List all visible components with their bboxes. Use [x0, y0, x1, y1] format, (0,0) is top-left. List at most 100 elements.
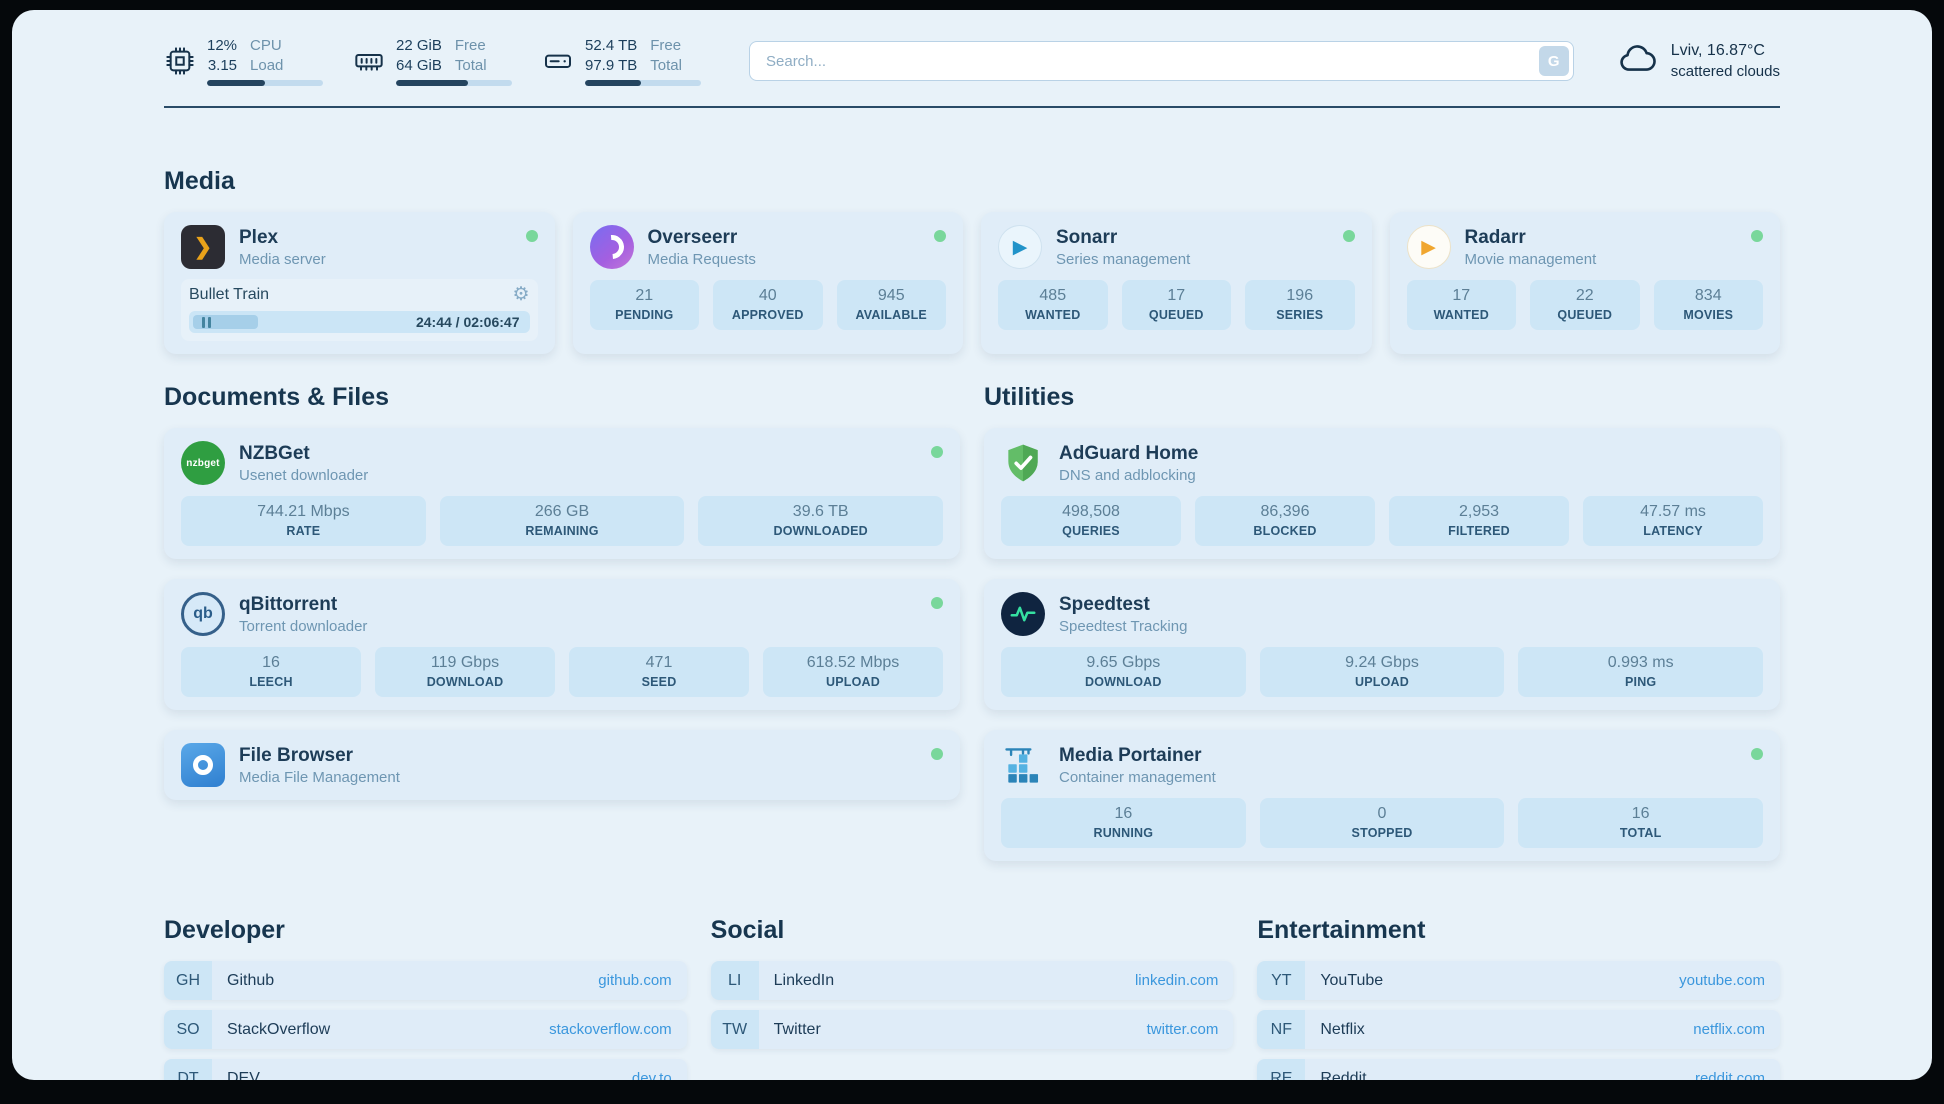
memory-ram-icon — [353, 45, 385, 77]
stat-latency: 47.57 ms LATENCY — [1583, 496, 1763, 546]
memory-free-label: Free — [454, 37, 486, 54]
section-title-media: Media — [164, 167, 235, 195]
pause-icon — [202, 316, 205, 328]
bookmark-stackoverflow[interactable]: SO StackOverflow stackoverflow.com — [164, 1010, 687, 1049]
playback-time: 24:44 / 02:06:47 — [415, 314, 520, 330]
header-divider — [164, 106, 1780, 108]
playback-progress-bar[interactable]: 24:44 / 02:06:47 — [189, 311, 530, 333]
service-subtitle: Usenet downloader — [239, 466, 369, 484]
stat-queued: 22 QUEUED — [1530, 280, 1640, 330]
pause-button[interactable] — [193, 315, 258, 329]
service-title: Media Portainer — [1059, 744, 1202, 766]
plex-now-playing: Bullet Train ⚙ 24:44 / 02:06:47 — [181, 279, 538, 341]
stat-blocked: 86,396 BLOCKED — [1195, 496, 1375, 546]
speedtest-icon — [1001, 592, 1045, 636]
bookmark-name: YouTube — [1320, 971, 1384, 989]
disk-free-label: Free — [650, 37, 682, 54]
bookmark-github[interactable]: GH Github github.com — [164, 961, 687, 1000]
status-dot — [934, 230, 946, 242]
service-subtitle: Torrent downloader — [239, 617, 368, 635]
cpu-usage-value: 12% — [207, 37, 238, 54]
service-card-portainer[interactable]: Media Portainer Container management 16 … — [984, 730, 1780, 861]
stat-queued: 17 QUEUED — [1121, 280, 1231, 330]
service-card-nzbget[interactable]: nzbget NZBGet Usenet downloader 744.21 M… — [164, 428, 960, 559]
service-card-filebrowser[interactable]: File Browser Media File Management — [164, 730, 960, 800]
bookmark-url: dev.to — [631, 1070, 672, 1080]
service-card-plex[interactable]: ❯ Plex Media server Bullet Train ⚙ — [164, 212, 555, 354]
service-subtitle: Series management — [1056, 250, 1191, 268]
search-input[interactable] — [749, 41, 1574, 81]
bookmark-name: Netflix — [1320, 1020, 1365, 1038]
memory-progress-bar — [396, 80, 512, 86]
stat-movies: 834 MOVIES — [1653, 280, 1763, 330]
bookmark-url: github.com — [598, 972, 672, 989]
service-subtitle: DNS and adblocking — [1059, 466, 1196, 484]
service-title: Speedtest — [1059, 593, 1150, 615]
cpu-progress-fill — [207, 80, 265, 86]
service-card-qbittorrent[interactable]: qb qBittorrent Torrent downloader 16 LEE… — [164, 579, 960, 710]
service-subtitle: Speedtest Tracking — [1059, 617, 1188, 635]
status-dot — [1342, 230, 1355, 242]
service-title: NZBGet — [239, 442, 310, 464]
service-title: File Browser — [239, 744, 354, 766]
stat-series: 196 SERIES — [1245, 280, 1355, 330]
status-dot — [931, 748, 943, 760]
portainer-crane-icon — [1001, 743, 1045, 787]
stat-filtered: 2,953 FILTERED — [1389, 496, 1569, 546]
service-card-overseerr[interactable]: Overseerr Media Requests 21 PENDING 40 A… — [572, 212, 963, 354]
radarr-icon: ▶ — [1406, 225, 1451, 269]
google-search-button[interactable]: G — [1538, 46, 1569, 76]
cloud-icon — [1616, 38, 1658, 85]
stat-wanted: 485 WANTED — [998, 280, 1108, 330]
service-subtitle: Movie management — [1464, 250, 1597, 268]
bookmark-name: LinkedIn — [773, 971, 835, 989]
service-card-radarr[interactable]: ▶ Radarr Movie management 17 WANTED 22 Q… — [1389, 212, 1780, 354]
section-developer: Developer GH Github github.com SO StackO… — [164, 915, 687, 1080]
bookmark-abbr: GH — [164, 961, 212, 1000]
bookmark-youtube[interactable]: YT YouTube youtube.com — [1257, 961, 1780, 1000]
service-card-sonarr[interactable]: ▶ Sonarr Series management 485 WANTED 17… — [981, 212, 1372, 354]
disk-progress-fill — [585, 80, 641, 86]
disk-widget: 52.4 TB 97.9 TB Free Total — [542, 36, 701, 86]
bookmark-url: linkedin.com — [1134, 972, 1219, 989]
pause-icon — [208, 316, 211, 328]
stat-pending: 21 PENDING — [589, 280, 699, 330]
filebrowser-icon — [181, 743, 225, 787]
bookmark-url: netflix.com — [1693, 1021, 1765, 1038]
memory-progress-fill — [396, 80, 468, 86]
bookmark-name: StackOverflow — [227, 1020, 331, 1038]
bookmark-reddit[interactable]: RE Reddit reddit.com — [1257, 1059, 1780, 1080]
disk-drive-icon — [542, 45, 574, 77]
bookmark-url: stackoverflow.com — [549, 1021, 672, 1038]
bookmark-netflix[interactable]: NF Netflix netflix.com — [1257, 1010, 1780, 1049]
bookmark-name: Github — [227, 971, 275, 989]
service-card-adguard[interactable]: AdGuard Home DNS and adblocking 498,508 … — [984, 428, 1780, 559]
bookmark-dev[interactable]: DT DEV dev.to — [164, 1059, 687, 1080]
section-documents: Documents & Files nzbget NZBGet Usenet d… — [164, 382, 960, 861]
top-bar: 12% 3.15 CPU Load — [164, 36, 1780, 86]
bookmark-abbr: DT — [164, 1059, 212, 1080]
weather-widget: Lviv, 16.87°C scattered clouds — [1616, 38, 1780, 85]
overseerr-icon — [589, 225, 634, 269]
stat-upload: 618.52 Mbps UPLOAD — [763, 647, 943, 697]
bookmark-abbr: SO — [164, 1010, 212, 1049]
memory-total-label: Total — [454, 56, 487, 74]
stat-download: 9.65 Gbps DOWNLOAD — [1001, 647, 1246, 697]
cpu-chip-icon — [164, 45, 196, 77]
settings-gear-icon[interactable]: ⚙ — [512, 284, 530, 305]
bookmark-abbr: TW — [710, 1010, 759, 1049]
disk-total-label: Total — [650, 56, 682, 74]
bookmark-twitter[interactable]: TW Twitter twitter.com — [710, 1010, 1234, 1049]
cpu-label: CPU — [250, 37, 282, 54]
cpu-widget: 12% 3.15 CPU Load — [164, 36, 323, 86]
service-card-speedtest[interactable]: Speedtest Speedtest Tracking 9.65 Gbps D… — [984, 579, 1780, 710]
stat-download: 119 Gbps DOWNLOAD — [375, 647, 555, 697]
section-title-developer: Developer — [164, 916, 285, 944]
plex-icon: ❯ — [181, 225, 225, 269]
bookmark-linkedin[interactable]: LI LinkedIn linkedin.com — [710, 961, 1234, 1000]
service-subtitle: Media server — [239, 250, 326, 268]
status-dot — [931, 597, 943, 609]
stat-running: 16 RUNNING — [1001, 798, 1246, 848]
stat-total: 16 TOTAL — [1518, 798, 1764, 848]
bookmark-abbr: YT — [1257, 961, 1306, 1000]
